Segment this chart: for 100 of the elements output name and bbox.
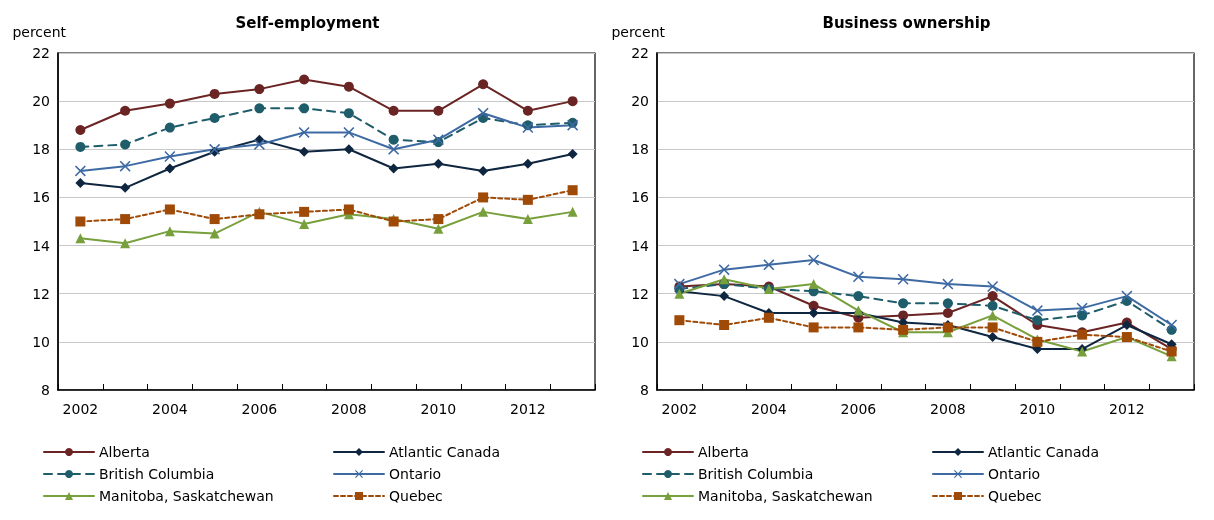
point: [299, 103, 310, 114]
y-axis-title: percent: [12, 24, 67, 40]
legend-label: British Columbia: [698, 466, 814, 482]
legend-label: Alberta: [698, 444, 749, 460]
y-tick-label: 14: [32, 237, 51, 254]
point: [433, 158, 444, 169]
legend-label: Ontario: [389, 466, 442, 482]
point: [388, 105, 399, 116]
point: [120, 105, 131, 116]
point: [1032, 315, 1043, 326]
point: [718, 264, 730, 276]
point: [942, 278, 954, 290]
point: [299, 218, 310, 229]
point: [522, 214, 533, 225]
point: [254, 103, 265, 114]
point: [942, 298, 953, 309]
point: [388, 143, 400, 155]
point: [164, 122, 175, 133]
point: [164, 98, 175, 109]
point: [898, 298, 909, 309]
chart-title: Business ownership: [822, 13, 991, 32]
point: [164, 151, 176, 163]
y-tick-label: 16: [32, 189, 51, 206]
y-tick-label: 12: [631, 285, 649, 302]
point: [120, 139, 131, 150]
point: [719, 320, 730, 331]
point: [987, 322, 998, 333]
y-tick-label: 10: [32, 333, 50, 350]
point: [209, 113, 220, 123]
point: [853, 322, 864, 333]
point: [343, 108, 354, 119]
legend-label: Quebec: [988, 488, 1042, 504]
point: [120, 238, 131, 249]
point: [1121, 290, 1133, 302]
x-tick-label: 2010: [420, 401, 457, 417]
x-tick-label: 2006: [840, 401, 877, 417]
point: [1076, 302, 1088, 314]
point: [987, 280, 999, 292]
point: [343, 144, 354, 155]
x-tick-label: 2002: [661, 401, 698, 417]
point: [478, 206, 489, 217]
x-tick-label: 2008: [930, 401, 966, 417]
point: [478, 192, 489, 203]
y-tick-label: 14: [631, 237, 650, 254]
point: [254, 84, 265, 95]
point: [987, 332, 998, 343]
x-tick-label: 2004: [751, 401, 787, 417]
point: [343, 81, 354, 92]
point: [1166, 319, 1178, 331]
point: [522, 105, 533, 116]
point: [522, 194, 533, 205]
legend-label: Alberta: [99, 444, 150, 460]
point: [209, 88, 220, 99]
x-tick-label: 2010: [1019, 401, 1056, 417]
point: [74, 165, 86, 177]
y-tick-label: 12: [32, 285, 50, 302]
point: [298, 126, 310, 138]
point: [75, 233, 86, 244]
y-axis-title: percent: [611, 24, 666, 40]
point: [1031, 305, 1043, 317]
point: [763, 259, 775, 271]
x-tick-label: 2012: [510, 401, 546, 417]
point: [808, 307, 819, 318]
point: [808, 254, 820, 266]
point: [75, 216, 86, 227]
point: [343, 126, 355, 138]
y-tick-label: 8: [41, 382, 50, 398]
y-tick-label: 18: [32, 141, 50, 158]
point: [898, 310, 909, 321]
point: [209, 214, 220, 225]
point: [209, 228, 220, 239]
point: [719, 274, 730, 285]
legend-label: Atlantic Canada: [389, 444, 500, 460]
y-tick-label: 8: [640, 382, 649, 398]
x-tick-label: 2004: [152, 401, 188, 417]
point: [477, 107, 489, 119]
y-tick-label: 20: [32, 93, 50, 110]
point: [75, 141, 86, 152]
point: [808, 322, 819, 333]
y-tick-label: 22: [32, 45, 50, 61]
point: [567, 185, 578, 196]
x-tick-label: 2002: [62, 401, 99, 417]
point: [253, 138, 265, 150]
point: [119, 160, 131, 172]
point: [522, 158, 533, 169]
point: [1077, 310, 1088, 321]
y-tick-label: 16: [631, 189, 650, 206]
point: [120, 214, 131, 225]
x-tick-label: 2008: [331, 401, 367, 417]
point: [897, 273, 909, 285]
point: [388, 134, 399, 145]
point: [852, 271, 864, 283]
point: [164, 204, 175, 215]
point: [942, 307, 953, 318]
point: [388, 163, 399, 174]
legend-label: British Columbia: [99, 466, 215, 482]
point: [567, 206, 578, 217]
x-tick-label: 2006: [241, 401, 278, 417]
point: [299, 206, 310, 217]
point: [478, 165, 489, 176]
